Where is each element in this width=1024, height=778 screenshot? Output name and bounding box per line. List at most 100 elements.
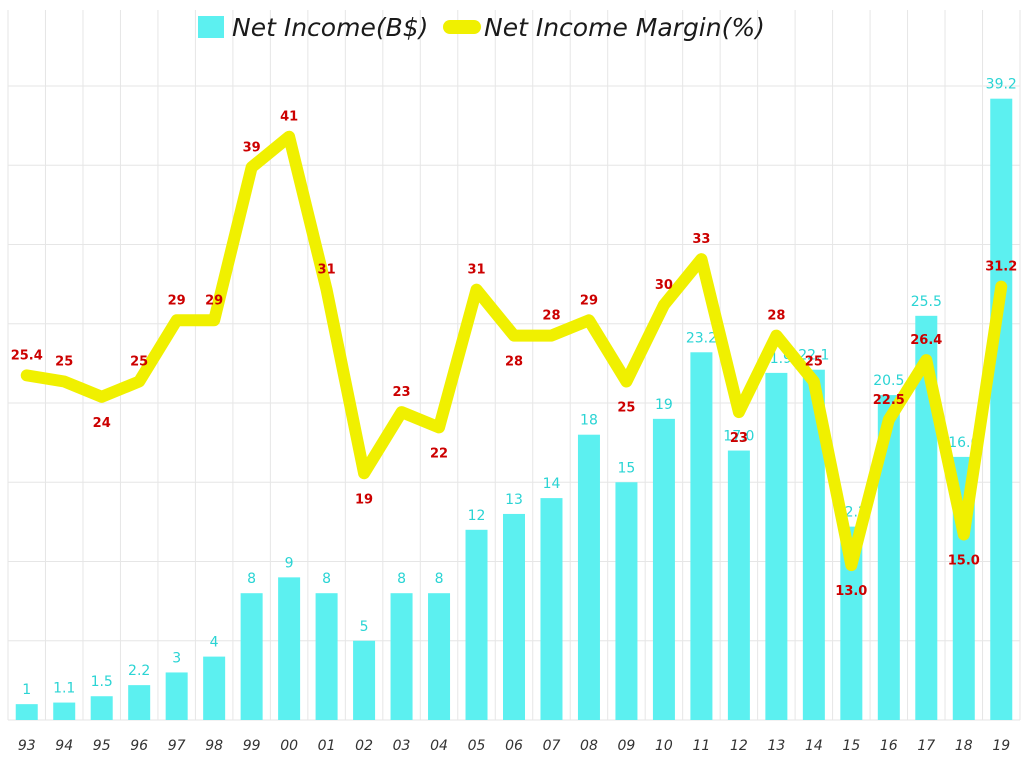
margin-point-09: [625, 380, 628, 383]
margin-point-12: [737, 411, 740, 414]
bar-93: [15, 704, 38, 720]
margin-label-08: 29: [580, 293, 598, 308]
margin-label-95: 24: [93, 416, 111, 431]
margin-point-03: [400, 411, 403, 414]
margin-point-08: [587, 319, 590, 322]
margin-line-layer: [20, 130, 1008, 572]
margin-label-14: 25: [805, 355, 823, 370]
margin-label-93: 25.4: [11, 348, 43, 363]
bar-15: [840, 526, 863, 720]
bar-label-19: 39.2: [986, 77, 1017, 93]
margin-point-15: [850, 564, 853, 567]
bar-label-96: 2.2: [128, 663, 150, 679]
bar-label-03: 8: [397, 571, 406, 587]
margin-point-16: [887, 418, 890, 421]
margin-point-95: [100, 395, 103, 398]
margin-label-12: 23: [730, 431, 748, 446]
x-tick-16: 16: [880, 738, 898, 754]
x-tick-96: 96: [130, 738, 148, 754]
bar-01: [315, 593, 338, 720]
legend-swatch-net-income: [198, 16, 224, 38]
bar-12: [727, 450, 750, 720]
margin-label-06: 28: [505, 355, 523, 370]
x-tick-09: 09: [618, 738, 636, 754]
bar-05: [465, 529, 488, 720]
x-tick-19: 19: [992, 738, 1010, 754]
bar-label-98: 4: [210, 635, 219, 651]
bar-06: [503, 513, 525, 720]
margin-label-07: 28: [542, 309, 560, 324]
bar-09: [615, 482, 638, 720]
margin-label-10: 30: [655, 278, 673, 293]
x-tick-18: 18: [955, 738, 973, 754]
margin-point-05: [475, 288, 478, 291]
bar-label-07: 14: [543, 476, 561, 492]
bar-label-10: 19: [655, 397, 673, 413]
x-tick-03: 03: [393, 738, 411, 754]
margin-point-06: [513, 334, 515, 337]
bar-label-04: 8: [435, 571, 444, 587]
net-income-bars: [15, 98, 1013, 721]
x-tick-14: 14: [805, 738, 823, 754]
x-tick-17: 17: [917, 738, 935, 754]
margin-point-00: [288, 135, 291, 138]
bar-96: [128, 685, 151, 720]
legend-label-margin: Net Income Margin(%): [484, 13, 765, 42]
bar-17: [915, 315, 938, 720]
margin-label-17: 26.4: [910, 333, 942, 348]
x-tick-99: 99: [243, 738, 261, 754]
bar-95: [90, 696, 113, 720]
x-tick-15: 15: [842, 738, 860, 754]
x-tick-12: 12: [730, 738, 748, 754]
x-tick-98: 98: [205, 738, 223, 754]
bar-label-11: 23.2: [686, 330, 717, 346]
bar-label-95: 1.5: [91, 674, 113, 690]
margin-point-98: [213, 319, 216, 322]
margin-label-05: 31: [467, 263, 485, 278]
bar-label-01: 8: [322, 571, 331, 587]
margin-label-96: 25: [130, 355, 148, 370]
margin-point-04: [438, 426, 441, 429]
bar-label-06: 13: [505, 492, 523, 508]
x-tick-93: 93: [18, 738, 36, 754]
margin-label-00: 41: [280, 110, 298, 125]
x-tick-00: 00: [280, 738, 298, 754]
x-tick-04: 04: [430, 738, 448, 754]
bar-label-17: 25.5: [911, 294, 942, 310]
bar-label-08: 18: [580, 413, 598, 429]
x-tick-97: 97: [168, 738, 186, 754]
bar-label-99: 8: [247, 571, 256, 587]
bar-99: [240, 593, 263, 720]
margin-point-93: [25, 374, 28, 377]
bar-label-02: 5: [360, 619, 369, 635]
bar-10: [652, 418, 675, 720]
x-tick-10: 10: [655, 738, 673, 754]
x-tick-06: 06: [505, 738, 523, 754]
bar-02: [353, 640, 376, 720]
x-tick-05: 05: [468, 738, 486, 754]
bar-19: [990, 98, 1013, 721]
margin-label-11: 33: [692, 232, 710, 247]
x-tick-01: 01: [318, 738, 336, 754]
x-tick-07: 07: [543, 738, 561, 754]
margin-point-01: [325, 288, 328, 291]
margin-label-02: 19: [355, 492, 373, 507]
x-tick-08: 08: [580, 738, 598, 754]
margin-label-19: 31.2: [985, 260, 1017, 275]
x-tick-94: 94: [55, 738, 73, 754]
margin-label-94: 25: [55, 355, 73, 370]
bar-00: [278, 577, 301, 720]
margin-label-15: 13.0: [835, 584, 867, 599]
margin-label-13: 28: [767, 309, 785, 324]
bar-label-05: 12: [468, 508, 486, 524]
margin-label-09: 25: [617, 401, 635, 416]
margin-point-18: [962, 533, 965, 536]
bar-label-94: 1.1: [53, 681, 75, 697]
x-tick-95: 95: [93, 738, 111, 754]
bar-label-09: 15: [618, 460, 636, 476]
margin-point-19: [1000, 285, 1003, 288]
x-tick-02: 02: [355, 738, 373, 754]
bar-98: [203, 656, 226, 720]
margin-point-97: [175, 319, 178, 322]
